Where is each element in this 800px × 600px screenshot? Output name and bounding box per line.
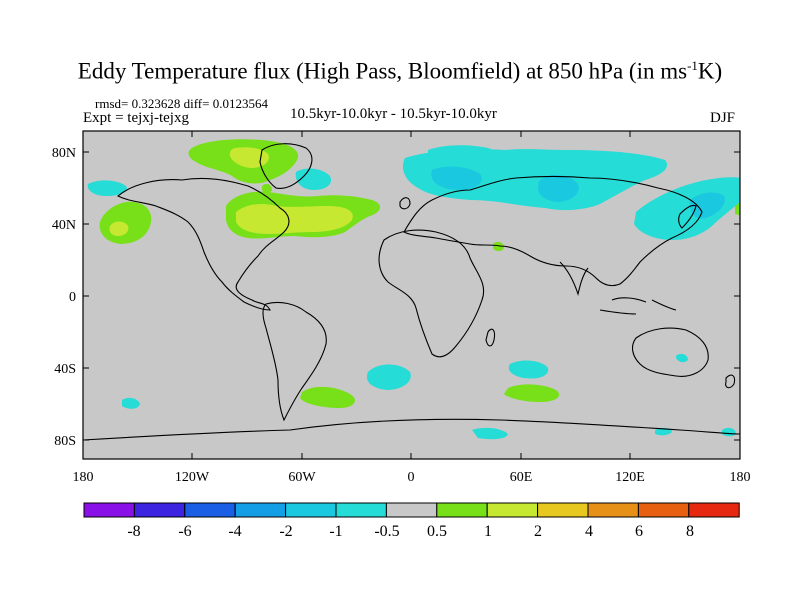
colorbar-label-neg8: -8 (127, 523, 140, 540)
anomaly-negative-s-atlantic (366, 364, 411, 390)
anomaly-positive-s-atlantic (300, 386, 355, 408)
coast-eurasia (403, 175, 703, 287)
coast-japan (678, 204, 697, 229)
coast-indonesia (599, 297, 677, 315)
anomaly-positive-n-pacific-core (109, 221, 129, 236)
colorbar-label-pos6: 6 (635, 523, 643, 540)
coastlines (83, 143, 740, 441)
colorbar-label-neg1: -1 (329, 523, 342, 540)
colorbar-label-pos8: 8 (686, 523, 694, 540)
colorbar-label-neg6: -6 (178, 523, 191, 540)
lat-label-0: 0 (69, 290, 76, 305)
colorbar-label-pos0-5: 0.5 (427, 523, 447, 540)
stats-text: rmsd= 0.323628 diff= 0.0123564 (95, 96, 268, 111)
anomaly-negative-eurasia (402, 149, 668, 211)
season-label: DJF (710, 110, 736, 126)
colorbar-box-7 (436, 502, 488, 518)
anomaly-negative-s-pacific (122, 397, 140, 409)
anomaly-negative-s-indian (508, 360, 549, 379)
anomaly-negative-n-atlantic-strip (428, 145, 495, 158)
anomaly-negative-antarctic-1 (472, 427, 508, 440)
colorbar-box-3 (234, 502, 287, 518)
coast-greenland (259, 143, 313, 189)
coast-new-zealand (725, 374, 736, 389)
anomaly-negative-eurasia-core (431, 166, 482, 190)
title-superscript: -1 (687, 58, 698, 73)
anomaly-negative-w-pacific-small (676, 353, 688, 363)
anomaly-negative-hudson (295, 168, 332, 190)
lat-label-80s: 80S (54, 434, 76, 449)
lat-label-40s: 40S (54, 362, 76, 377)
anomaly-positive-n-atlantic-core (236, 204, 353, 234)
lon-label-60w: 60W (288, 470, 316, 485)
anomaly-negative-labrador (87, 180, 127, 196)
figure-title: Eddy Temperature flux (High Pass, Bloomf… (0, 58, 800, 85)
colorbar-box-4 (285, 502, 337, 518)
title-main: Eddy Temperature flux (High Pass, Bloomf… (77, 58, 688, 84)
lat-labels: 80N 40N 0 40S 80S (52, 146, 76, 449)
anomaly-negative-nw-pacific-core (689, 192, 725, 219)
anomaly-negative-siberia-core (537, 175, 579, 202)
anomaly-positive-alaska (262, 183, 272, 193)
colorbar-box-11 (637, 502, 690, 518)
anomaly-positive-s-indian (504, 384, 560, 402)
title-end: K) (697, 58, 723, 84)
lon-label-0: 0 (408, 470, 415, 485)
colorbar-label-pos1: 1 (484, 523, 492, 540)
colorbar-labels: -8 -6 -4 -2 -1 -0.5 0.5 1 2 4 6 8 (127, 523, 694, 540)
anomaly-positive-arabia (493, 241, 504, 251)
colorbar-box-0 (83, 502, 135, 518)
coast-africa (378, 229, 485, 358)
lat-ticks (83, 151, 740, 441)
lon-label-120e: 120E (615, 470, 645, 485)
colorbar (83, 502, 740, 518)
lon-label-180e: 180 (730, 470, 751, 485)
colorbar-box-12 (688, 502, 740, 518)
colorbar-box-10 (587, 502, 639, 518)
colorbar-label-pos4: 4 (585, 523, 593, 540)
colorbar-label-neg4: -4 (228, 523, 241, 540)
anomaly-positive-greenland-core (229, 147, 269, 168)
colorbar-box-5 (335, 502, 387, 518)
experiment-label: Expt = tejxj-tejxg (83, 110, 189, 126)
lat-label-80n: 80N (52, 146, 76, 161)
colorbar-label-neg2: -2 (279, 523, 292, 540)
lon-ticks (82, 131, 741, 459)
lon-label-180w: 180 (73, 470, 94, 485)
lon-label-60e: 60E (510, 470, 533, 485)
coast-india (559, 261, 589, 296)
colorbar-box-1 (133, 502, 186, 518)
colorbar-box-6 (385, 502, 438, 518)
lat-label-40n: 40N (52, 218, 76, 233)
coast-australia (631, 327, 709, 377)
lon-label-120w: 120W (175, 470, 210, 485)
colorbar-box-9 (537, 502, 589, 518)
coast-north-america (117, 177, 290, 311)
colorbar-box-8 (486, 502, 539, 518)
coast-madagascar (485, 328, 496, 347)
coast-british-isles (399, 197, 411, 210)
colorbar-label-pos2: 2 (534, 523, 542, 540)
coast-south-america (262, 301, 327, 422)
lon-labels: 180 120W 60W 0 60E 120E 180 (73, 470, 751, 485)
coast-antarctica (83, 418, 740, 441)
period-subtitle: 10.5kyr-10.0kyr - 10.5kyr-10.0kyr (290, 106, 497, 122)
colorbar-label-neg0-5: -0.5 (374, 523, 399, 540)
colorbar-box-2 (184, 502, 236, 518)
